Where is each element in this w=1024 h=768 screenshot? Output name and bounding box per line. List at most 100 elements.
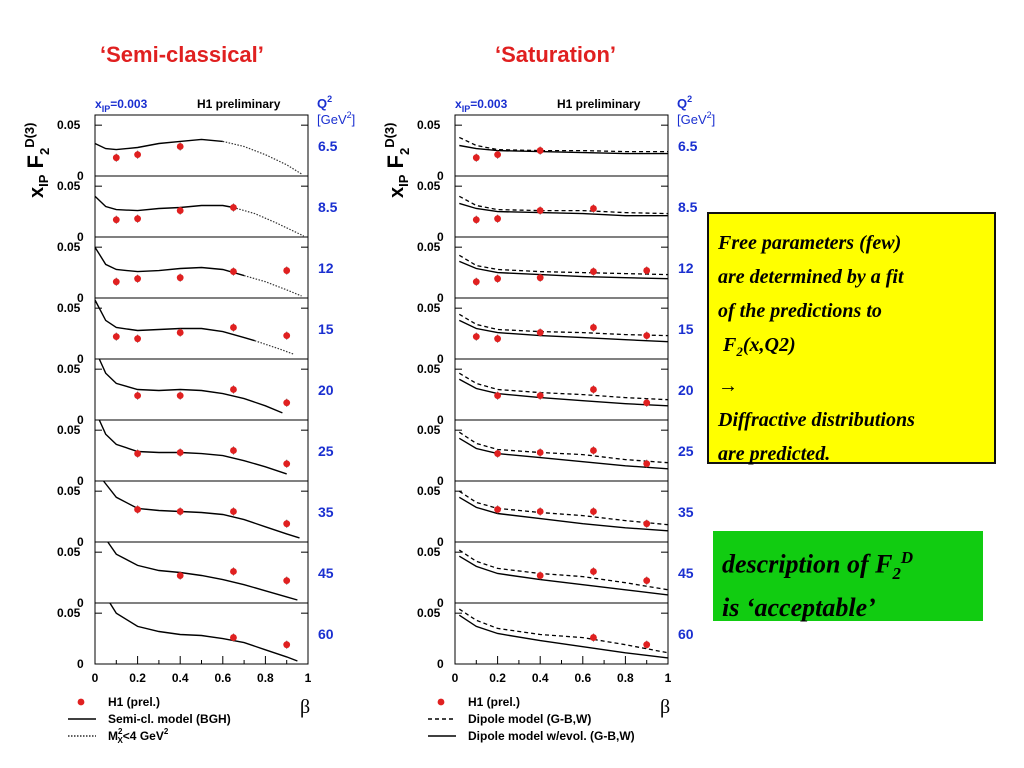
model-curve-solid [98,358,283,414]
data-point [494,392,501,399]
data-point [176,392,184,399]
y-tick-label: 0 [77,230,84,244]
legend-rest: <4 GeV [123,729,164,743]
data-point [134,392,142,399]
data-point [134,275,142,283]
q2-sup: 2 [327,94,332,104]
data-point [230,324,237,331]
data-point [590,447,597,454]
y-tick-label: 0 [437,413,444,427]
note-f-args: (x,Q2) [742,334,796,356]
data-point [536,274,544,282]
data-point [134,215,142,223]
y-tick-label: 0.05 [57,545,81,559]
xip-label: xIP=0.003 [455,97,508,114]
q2-bin-label: 45 [318,565,334,581]
data-point [230,447,237,454]
x-tick-label: 0.4 [172,671,189,685]
data-point [536,392,544,399]
q2-unit: [GeV2] [317,110,355,127]
note-line: Free parameters (few) [718,232,902,254]
y-tick-label: 0.05 [57,301,81,315]
data-point [494,151,501,159]
q2-bin-label: 60 [318,626,334,642]
data-point [112,333,120,341]
y-tick-label: 0 [437,291,444,305]
x-tick-label: 0.8 [617,671,634,685]
data-point [134,335,142,343]
note-line: F2(x,Q2) [718,328,994,369]
legend-label: M2 X<4 GeV2 [108,727,169,745]
q2-unit-close: ] [712,112,716,127]
y-tick-label: 0.05 [57,606,81,620]
note-line: is ‘acceptable’ [722,592,876,622]
y-tick-label: 0.05 [57,118,81,132]
data-point [494,215,501,223]
data-point [494,450,501,457]
legend-sup: 2 [118,727,123,736]
x-tick-label: 0.2 [129,671,146,685]
data-point [176,207,184,214]
data-point [283,641,291,649]
model-curve-solid [458,496,669,532]
data-point [230,508,237,515]
data-point [112,216,120,224]
data-point [176,143,184,150]
data-point [536,572,544,579]
y-tick-label: 0.05 [417,606,441,620]
note-green-box: description of F2D is ‘acceptable’ [713,531,983,622]
data-point [590,268,597,275]
model-curve-solid [94,138,223,151]
data-point [134,151,142,159]
q2-bin-label: 20 [678,382,694,398]
y-axis-label: xIP F2D(3) [382,123,412,199]
q2-label: Q2 [677,94,692,111]
model-curve-dashed [458,254,669,276]
data-point [230,634,237,641]
y-tick-label: 0 [437,535,444,549]
model-curve-dotted [222,140,302,175]
model-curve-solid [459,260,669,280]
data-point [536,329,544,336]
model-curve-dotted [243,275,302,297]
note-line: Diffractive distributions [718,409,915,431]
data-point [176,274,184,282]
data-point [494,275,501,283]
data-point [112,154,120,162]
model-curve-dashed [458,549,669,591]
model-curve-dashed [458,490,669,526]
xip-sub: IP [462,104,471,114]
note-line: are predicted. [718,443,831,465]
q2-bin-label: 35 [678,504,694,520]
y-axis-label-f-sub: 2 [397,148,412,155]
data-point [472,333,480,341]
y-tick-label: 0.05 [57,362,81,376]
data-point [283,460,291,468]
y-tick-label: 0 [77,169,84,183]
y-tick-label: 0.05 [57,179,81,193]
model-curve-solid [98,419,287,475]
data-point [590,634,597,641]
x-axis-label: β [660,696,670,718]
legend-sup: 2 [164,727,169,736]
model-curve-solid [94,195,234,212]
legend-label: Semi-cl. model (BGH) [108,712,231,726]
model-curve-solid [109,602,298,662]
data-point [643,332,651,340]
data-point [230,568,237,575]
y-axis-label-f-sup: D(3) [382,123,397,148]
y-tick-label: 0.05 [417,301,441,315]
y-tick-label: 0.05 [417,484,441,498]
note-line: description of F2D [722,541,983,591]
y-tick-label: 0 [437,169,444,183]
note-line: of the predictions to [718,300,882,322]
data-point [283,332,291,340]
q2-unit: [GeV2] [677,110,715,127]
data-point [112,278,120,286]
x-tick-label: 0.6 [214,671,231,685]
data-point [590,324,597,331]
q2-bin-label: 25 [318,443,334,459]
model-curve-solid [459,202,668,217]
arrow-icon: → [718,375,738,397]
y-tick-label: 0.05 [417,179,441,193]
